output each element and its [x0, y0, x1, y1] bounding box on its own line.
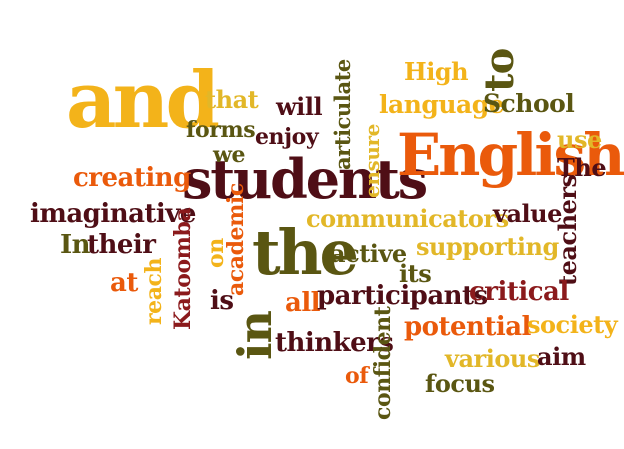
word-academic: academic	[223, 183, 249, 296]
word-creating: creating	[73, 163, 191, 193]
word-of: of	[345, 363, 369, 389]
word-communicators: communicators	[306, 204, 509, 233]
word-in-cap: In	[60, 230, 91, 260]
word-katoomba: Katoomba	[170, 207, 196, 330]
word-is: is	[210, 286, 234, 316]
word-the: the	[252, 216, 359, 289]
word-thinkers: thinkers	[275, 328, 394, 358]
word-use: use	[557, 125, 602, 154]
word-enjoy: enjoy	[255, 124, 319, 150]
word-and: and	[66, 55, 220, 146]
word-will: will	[276, 92, 323, 121]
word-the-cap: The	[557, 153, 607, 182]
word-language: language	[379, 90, 505, 119]
word-society: society	[527, 310, 618, 339]
word-all: all	[285, 288, 321, 318]
word-we: we	[213, 142, 246, 168]
word-active: active	[330, 239, 407, 268]
word-at: at	[110, 268, 138, 298]
word-its: its	[399, 259, 432, 288]
word-to: to	[476, 48, 523, 92]
word-teachers: teachers	[553, 174, 582, 286]
word-that: that	[205, 85, 259, 114]
word-ensure: ensure	[360, 124, 384, 198]
word-participants: participants	[317, 281, 488, 311]
word-critical: critical	[469, 277, 569, 307]
word-forms: forms	[186, 117, 256, 143]
word-in: in	[228, 310, 282, 360]
word-potential: potential	[404, 312, 531, 342]
word-value: value	[493, 199, 562, 228]
word-english: English	[397, 121, 624, 189]
word-high: High	[404, 57, 469, 86]
word-aim: aim	[537, 342, 586, 371]
word-confident: confident	[370, 306, 396, 420]
word-imaginative: imaginative	[30, 199, 196, 229]
word-reach: reach	[141, 257, 167, 325]
word-various: various	[445, 344, 540, 373]
word-articulate: articulate	[330, 59, 355, 170]
word-focus: focus	[425, 369, 495, 398]
word-students: students	[182, 147, 428, 211]
word-supporting: supporting	[416, 232, 559, 261]
word-school: School	[483, 89, 575, 118]
word-their: their	[87, 230, 156, 260]
